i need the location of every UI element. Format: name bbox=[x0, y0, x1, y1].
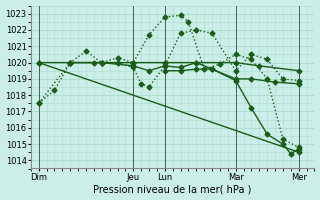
X-axis label: Pression niveau de la mer( hPa ): Pression niveau de la mer( hPa ) bbox=[93, 184, 252, 194]
